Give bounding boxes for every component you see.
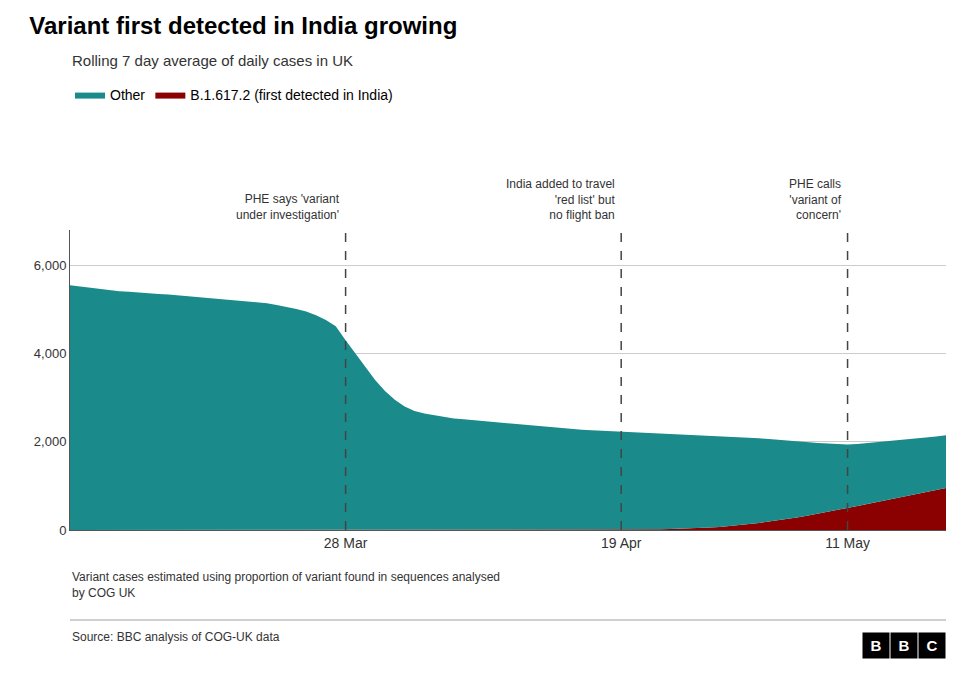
- svg-text:PHE says 'variantunder investi: PHE says 'variantunder investigation': [236, 192, 340, 222]
- svg-text:Variant first detected in Indi: Variant first detected in India growing: [29, 12, 457, 39]
- svg-text:Variant cases estimated using: Variant cases estimated using proportion…: [72, 570, 500, 600]
- svg-text:4,000: 4,000: [34, 346, 67, 361]
- svg-text:PHE calls'variant ofconcern': PHE calls'variant ofconcern': [789, 177, 842, 222]
- svg-text:11 May: 11 May: [825, 535, 870, 551]
- svg-text:28 Mar: 28 Mar: [324, 535, 368, 551]
- svg-text:B.1.617.2 (first detected in I: B.1.617.2 (first detected in India): [190, 87, 392, 103]
- svg-text:2,000: 2,000: [34, 434, 67, 449]
- svg-text:Source: BBC analysis of COG-UK: Source: BBC analysis of COG-UK data: [72, 630, 280, 644]
- svg-text:Other: Other: [110, 87, 145, 103]
- svg-text:C: C: [927, 637, 938, 654]
- svg-text:6,000: 6,000: [34, 258, 67, 273]
- svg-text:B: B: [871, 637, 882, 654]
- svg-text:19 Apr: 19 Apr: [601, 535, 642, 551]
- svg-text:Rolling 7 day average of daily: Rolling 7 day average of daily cases in …: [72, 52, 353, 69]
- svg-text:0: 0: [59, 523, 66, 538]
- svg-text:India added to travel'red list: India added to travel'red list' butno fl…: [506, 177, 615, 222]
- svg-text:B: B: [899, 637, 910, 654]
